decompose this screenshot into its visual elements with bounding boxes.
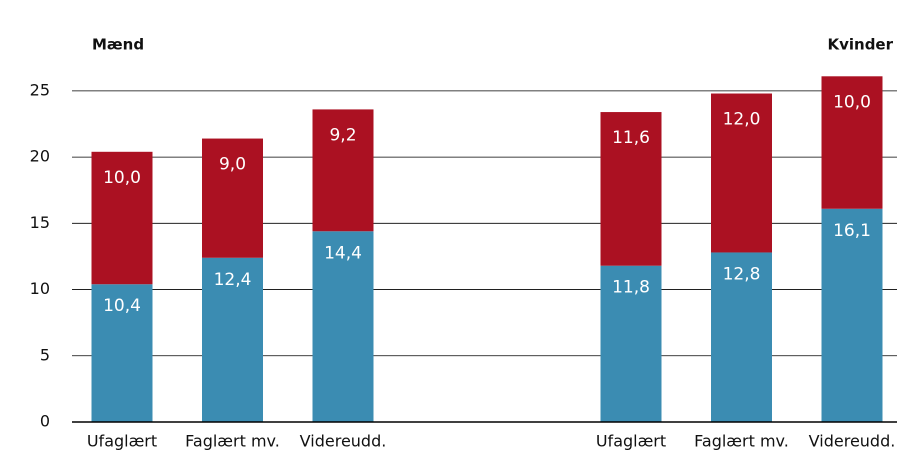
- bar-segment: [91, 151, 153, 285]
- value-label: 9,0: [219, 155, 246, 175]
- value-label: 12,0: [723, 110, 761, 130]
- bar-segment: [312, 231, 374, 422]
- x-tick-label: Faglært mv.: [185, 432, 280, 451]
- value-label: 12,8: [723, 264, 761, 284]
- value-label: 11,8: [612, 278, 650, 298]
- bar-segment: [821, 208, 883, 422]
- value-label: 12,4: [214, 270, 252, 290]
- bar-segment: [600, 112, 662, 266]
- y-tick-label: 10: [30, 279, 50, 298]
- bar-segment: [91, 284, 153, 422]
- bar-segment: [312, 109, 374, 232]
- value-label: 16,1: [833, 221, 871, 241]
- group-label: Kvinder: [827, 36, 893, 54]
- value-label: 10,0: [833, 92, 871, 112]
- bar-segment: [711, 93, 772, 253]
- y-tick-label: 20: [30, 147, 50, 166]
- bar-segment: [600, 265, 662, 422]
- y-tick-label: 5: [40, 345, 50, 364]
- bar-segment: [202, 257, 263, 422]
- value-label: 10,4: [103, 296, 141, 316]
- value-label: 11,6: [612, 128, 650, 148]
- y-tick-label: 25: [30, 80, 50, 99]
- value-label: 10,0: [103, 168, 141, 188]
- x-tick-label: Faglært mv.: [694, 432, 789, 451]
- y-tick-label: 15: [30, 213, 50, 232]
- bar-segment: [711, 252, 772, 422]
- bar-segment: [821, 76, 883, 209]
- x-tick-label: Ufaglært: [87, 432, 157, 451]
- x-tick-label: Videreudd.: [300, 432, 387, 451]
- value-label: 14,4: [324, 243, 362, 263]
- x-tick-label: Videreudd.: [809, 432, 896, 451]
- y-tick-label: 0: [40, 412, 50, 431]
- x-tick-label: Ufaglært: [596, 432, 666, 451]
- value-label: 9,2: [329, 125, 356, 145]
- group-label: Mænd: [92, 36, 144, 54]
- bar-segment: [202, 138, 263, 258]
